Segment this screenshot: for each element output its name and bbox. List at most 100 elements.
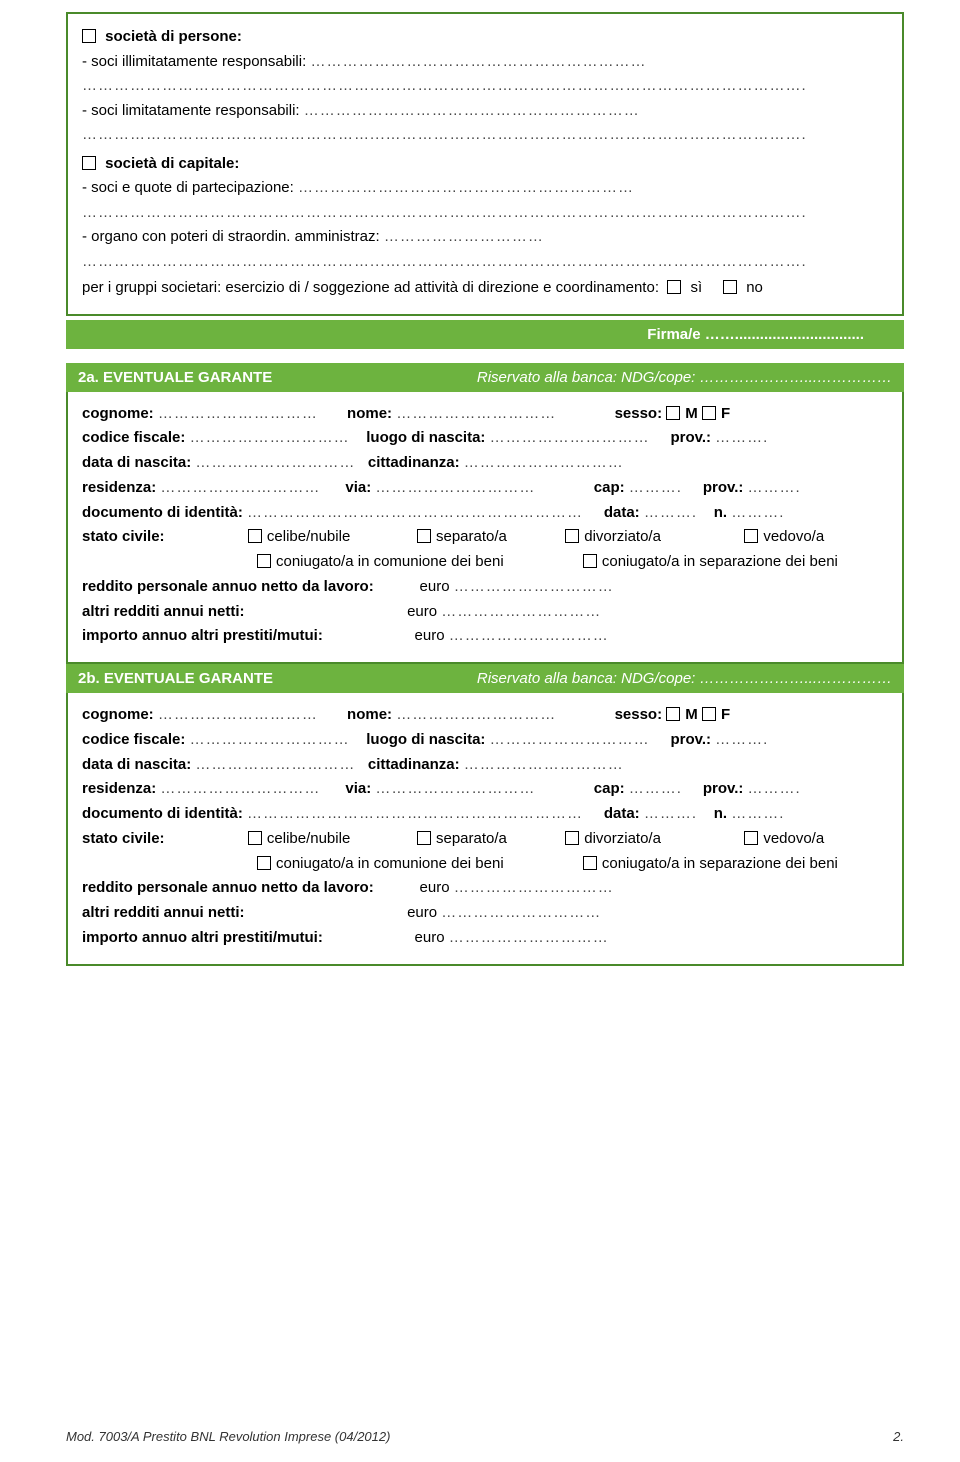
cap-label: cap:: [594, 479, 625, 496]
no-label: no: [746, 279, 763, 296]
dots: ……….: [644, 504, 697, 521]
section-2b-reserved: Riservato alla banca: NDG/cope: ………………….…: [477, 670, 892, 687]
checkbox-coniug-com-2a[interactable]: [257, 554, 271, 568]
documento-label: documento di identità:: [82, 805, 243, 822]
footer-page-number: 2.: [893, 1429, 904, 1444]
dots: …………………………: [160, 780, 320, 797]
checkbox-divorziato-2a[interactable]: [565, 529, 579, 543]
dots: ……….: [629, 479, 682, 496]
page-footer: Mod. 7003/A Prestito BNL Revolution Impr…: [66, 1429, 904, 1444]
blank-line-1: ………………………………………………...……………………………………………………: [82, 75, 888, 98]
dots: …………………………: [396, 405, 556, 422]
nome-label: nome:: [347, 706, 392, 723]
dots-fill: …………………………: [384, 228, 544, 245]
blank-line-4: ………………………………………………...……………………………………………………: [82, 251, 888, 274]
divorziato-label: divorziato/a: [584, 528, 661, 545]
via-label: via:: [345, 479, 371, 496]
checkbox-vedovo-2b[interactable]: [744, 831, 758, 845]
checkbox-divorziato-2b[interactable]: [565, 831, 579, 845]
euro-label: euro: [415, 929, 445, 946]
cap-label: cap:: [594, 780, 625, 797]
dots: …………………………: [190, 731, 350, 748]
checkbox-sesso-m-2a[interactable]: [666, 406, 680, 420]
form-2a: cognome: ………………………… nome: ………………………… ses…: [66, 392, 904, 665]
reddito-label: reddito personale annuo netto da lavoro:: [82, 578, 374, 595]
cognome-label: cognome:: [82, 706, 154, 723]
checkbox-coniug-com-2b[interactable]: [257, 856, 271, 870]
cittadinanza-label: cittadinanza:: [368, 454, 460, 471]
checkbox-celibe-2b[interactable]: [248, 831, 262, 845]
residenza-label: residenza:: [82, 479, 156, 496]
celibe-label: celibe/nubile: [267, 830, 350, 847]
via-label: via:: [345, 780, 371, 797]
societa-capitale-row: società di capitale:: [82, 153, 888, 176]
dots-fill: ………………………………………………………: [310, 53, 646, 70]
separato-label: separato/a: [436, 830, 507, 847]
societa-box: società di persone: - soci illimitatamen…: [66, 12, 904, 316]
checkbox-celibe-2a[interactable]: [248, 529, 262, 543]
checkbox-separato-2b[interactable]: [417, 831, 431, 845]
prov2-label: prov.:: [703, 780, 744, 797]
firma-bar: Firma/e ……..............................…: [66, 320, 904, 349]
societa-persone-label: società di persone:: [105, 28, 242, 45]
checkbox-sesso-m-2b[interactable]: [666, 707, 680, 721]
cittadinanza-label: cittadinanza:: [368, 756, 460, 773]
dots: ……….: [715, 731, 768, 748]
dots-fill: ………………………………………………………: [304, 102, 640, 119]
dots: ……….: [629, 780, 682, 797]
cf-label: codice fiscale:: [82, 731, 185, 748]
reddito-label: reddito personale annuo netto da lavoro:: [82, 879, 374, 896]
dots: …………………………: [158, 706, 318, 723]
euro-label: euro: [420, 578, 450, 595]
checkbox-si[interactable]: [667, 280, 681, 294]
si-label: sì: [691, 279, 703, 296]
sesso-label: sesso: M F: [615, 706, 731, 723]
vedovo-label: vedovo/a: [763, 830, 824, 847]
dots: …………………………: [375, 780, 535, 797]
checkbox-societa-capitale[interactable]: [82, 156, 96, 170]
statocivile-label: stato civile:: [82, 830, 165, 847]
dots: …………………………: [449, 627, 609, 644]
checkbox-sesso-f-2a[interactable]: [702, 406, 716, 420]
dots: …………………………: [396, 706, 556, 723]
importo-label: importo annuo altri prestiti/mutui:: [82, 929, 323, 946]
f-label: F: [721, 405, 730, 422]
form-2b: cognome: ………………………… nome: ………………………… ses…: [66, 693, 904, 966]
sesso-label: sesso: M F: [615, 405, 731, 422]
organo-row: - organo con poteri di straordin. ammini…: [82, 226, 888, 249]
euro-label: euro: [407, 603, 437, 620]
altriredditi-label: altri redditi annui netti:: [82, 904, 245, 921]
dots: …………………………: [375, 479, 535, 496]
blank-line-3: ………………………………………………...……………………………………………………: [82, 202, 888, 225]
checkbox-coniug-sep-2b[interactable]: [583, 856, 597, 870]
dots: ………………………………………………………: [247, 805, 583, 822]
dots-fill: ………………………………………………………: [298, 179, 634, 196]
documento-label: documento di identità:: [82, 504, 243, 521]
footer-left: Mod. 7003/A Prestito BNL Revolution Impr…: [66, 1429, 390, 1444]
datanascita-label: data di nascita:: [82, 454, 191, 471]
sesso-text: sesso:: [615, 706, 663, 723]
checkbox-no[interactable]: [723, 280, 737, 294]
dots: …………………………: [490, 731, 650, 748]
societa-persone-row: società di persone:: [82, 26, 888, 49]
organo-label: - organo con poteri di straordin. ammini…: [82, 228, 380, 245]
n-label: n.: [714, 504, 727, 521]
separato-label: separato/a: [436, 528, 507, 545]
coniug-sep-label: coniugato/a in separazione dei beni: [602, 553, 838, 570]
checkbox-societa-persone[interactable]: [82, 29, 96, 43]
dots: ………………………………………………………: [247, 504, 583, 521]
prov-label: prov.:: [670, 429, 711, 446]
soci-illim-row: - soci illimitatamente responsabili: …………: [82, 51, 888, 74]
dots: …………………………: [195, 454, 355, 471]
checkbox-vedovo-2a[interactable]: [744, 529, 758, 543]
dots: …………………………: [454, 578, 614, 595]
soci-lim-row: - soci limitatamente responsabili: ………………: [82, 100, 888, 123]
checkbox-separato-2a[interactable]: [417, 529, 431, 543]
dots: …………………………: [158, 405, 318, 422]
dots: …………………………: [449, 929, 609, 946]
coniug-com-label: coniugato/a in comunione dei beni: [276, 553, 504, 570]
checkbox-coniug-sep-2a[interactable]: [583, 554, 597, 568]
checkbox-sesso-f-2b[interactable]: [702, 707, 716, 721]
blank-line-2: ………………………………………………...……………………………………………………: [82, 124, 888, 147]
vedovo-label: vedovo/a: [763, 528, 824, 545]
